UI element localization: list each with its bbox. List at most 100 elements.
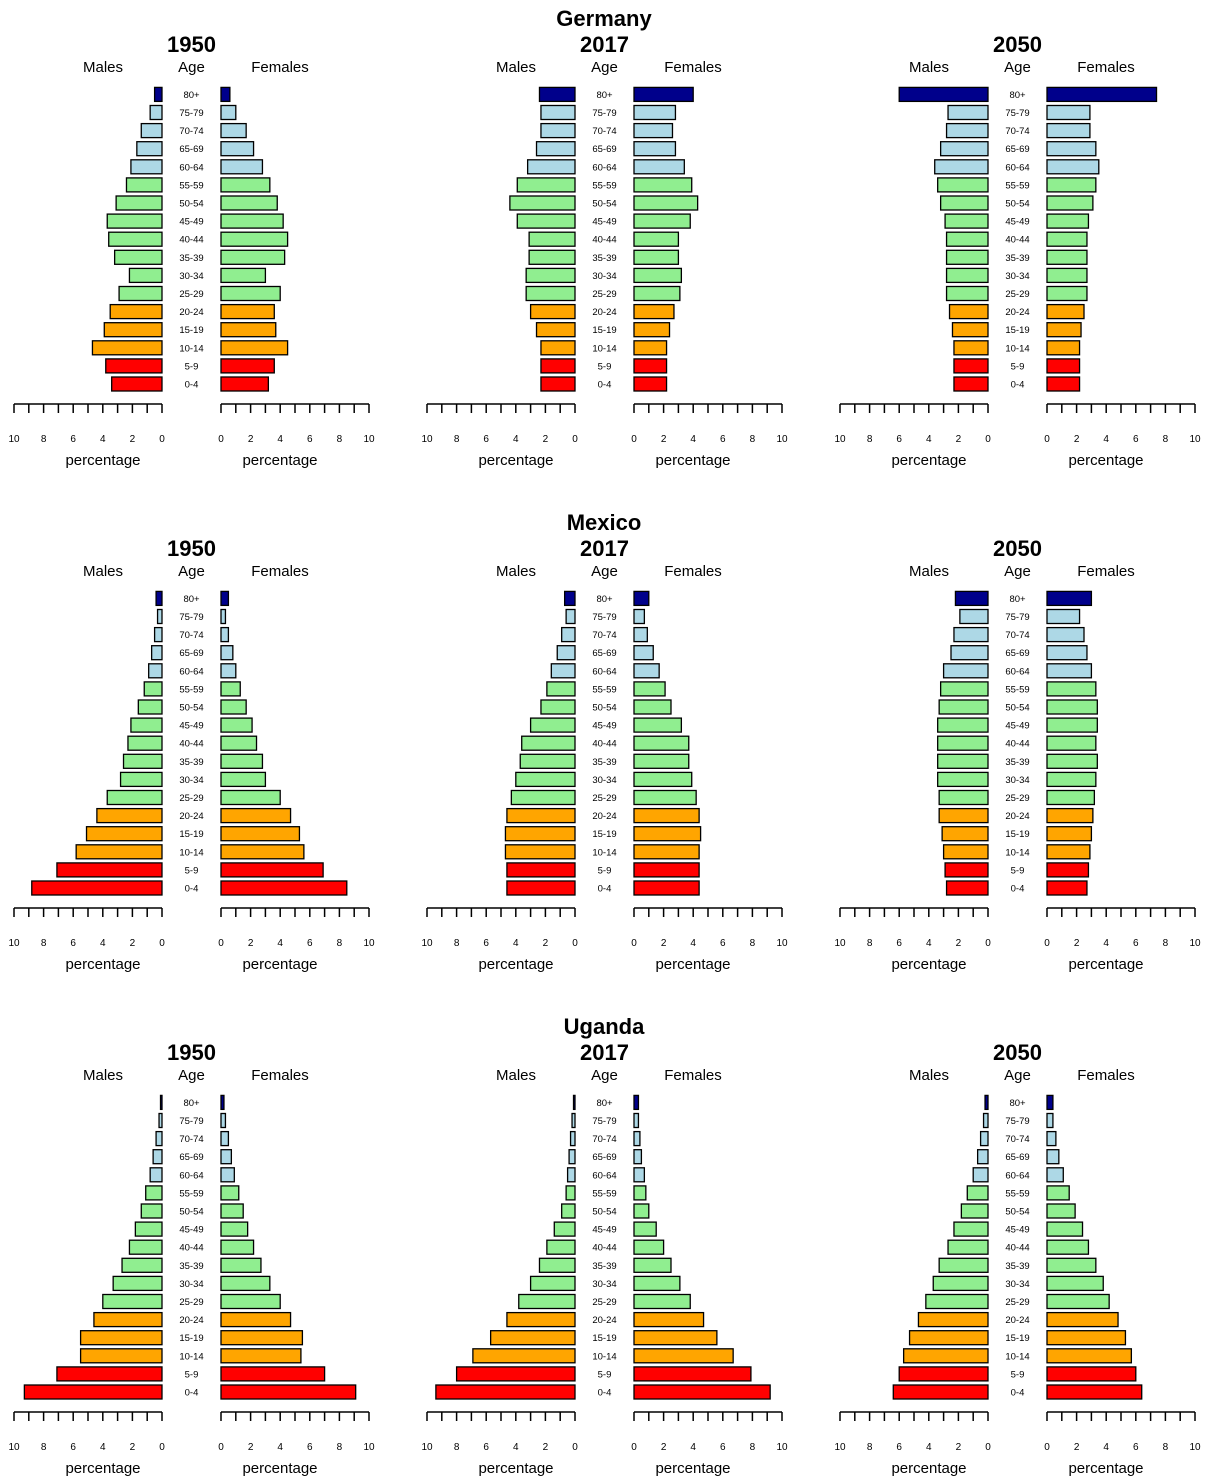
age-label: 45-49 <box>1005 721 1029 732</box>
year-title: 1950 <box>167 536 216 561</box>
male-bar-45-49 <box>953 1221 989 1237</box>
male-bar-55-59 <box>125 177 163 193</box>
age-label: 80+ <box>183 90 200 101</box>
males-tick-label: 0 <box>159 1442 165 1453</box>
female-bar-65-69 <box>220 645 234 661</box>
females-tick-label: 2 <box>661 434 667 445</box>
males-tick-label: 8 <box>867 434 873 445</box>
age-label: 5-9 <box>1011 361 1025 372</box>
males-tick-label: 0 <box>572 938 578 949</box>
age-label: 45-49 <box>179 1225 203 1236</box>
age-label: 5-9 <box>185 361 199 372</box>
age-label: 0-4 <box>1011 1388 1025 1399</box>
males-tick-label: 8 <box>41 938 47 949</box>
female-bar-55-59 <box>220 1185 240 1201</box>
age-label: 0-4 <box>185 380 199 391</box>
year-title: 2050 <box>993 1040 1042 1065</box>
male-bar-50-54 <box>938 699 989 715</box>
age-label: 15-19 <box>592 829 616 840</box>
females-tick-label: 2 <box>661 938 667 949</box>
females-tick-label: 6 <box>1133 938 1139 949</box>
male-bar-15-19 <box>908 1330 989 1346</box>
female-bar-55-59 <box>633 177 693 193</box>
age-label: 40-44 <box>179 235 203 246</box>
male-bar-10-14 <box>953 340 989 356</box>
year-title: 2017 <box>580 536 629 561</box>
males-header: Males <box>496 59 536 76</box>
age-label: 40-44 <box>592 1243 616 1254</box>
male-bar-30-34 <box>112 1275 163 1292</box>
female-bar-50-54 <box>633 195 699 211</box>
age-label: 10-14 <box>1005 343 1029 354</box>
age-label: 0-4 <box>598 380 612 391</box>
age-label: 30-34 <box>592 1279 616 1290</box>
age-label: 60-64 <box>592 1170 616 1181</box>
age-label: 60-64 <box>1005 1170 1029 1181</box>
males-tick-label: 4 <box>926 434 932 445</box>
male-bar-30-34 <box>525 267 576 284</box>
female-bar-20-24 <box>1046 1311 1119 1328</box>
females-tick-label: 10 <box>1189 938 1201 949</box>
females-tick-label: 2 <box>248 1442 254 1453</box>
age-label: 0-4 <box>185 884 199 895</box>
female-bar-60-64 <box>1046 159 1100 175</box>
female-bar-60-64 <box>1046 1167 1064 1183</box>
age-label: 20-24 <box>592 811 616 822</box>
males-tick-label: 2 <box>956 938 962 949</box>
males-tick-label: 4 <box>513 938 519 949</box>
age-label: 65-69 <box>179 1152 203 1163</box>
pyramid-panel-2050: 2050 Males Age Females 0-4 5-9 10-14 15-19 20-24… <box>834 536 1201 973</box>
females-tick-label: 0 <box>631 1442 637 1453</box>
country-block-uganda: Uganda 1950 Males Age Females 0-4 5-9 10-14 15-1… <box>8 1014 1201 1477</box>
age-label: 55-59 <box>592 1188 616 1199</box>
age-label: 30-34 <box>179 271 203 282</box>
males-tick-label: 6 <box>896 1442 902 1453</box>
age-label: 40-44 <box>1005 1243 1029 1254</box>
age-label: 80+ <box>1009 594 1026 605</box>
age-label: 75-79 <box>1005 612 1029 623</box>
females-tick-label: 10 <box>776 434 788 445</box>
year-title: 2017 <box>580 32 629 57</box>
age-label: 75-79 <box>179 1116 203 1127</box>
age-label: 35-39 <box>179 1261 203 1272</box>
females-header: Females <box>1077 1067 1135 1084</box>
age-label: 0-4 <box>185 1388 199 1399</box>
female-bar-0-4 <box>633 880 700 896</box>
female-bar-30-34 <box>633 1275 681 1292</box>
age-header: Age <box>1004 59 1031 76</box>
females-tick-label: 6 <box>307 434 313 445</box>
age-label: 50-54 <box>1005 199 1029 210</box>
male-bar-60-64 <box>149 1167 163 1183</box>
age-label: 15-19 <box>1005 829 1029 840</box>
male-bar-60-64 <box>148 663 163 679</box>
male-bar-75-79 <box>540 104 576 121</box>
males-tick-label: 8 <box>454 938 460 949</box>
age-label: 15-19 <box>179 829 203 840</box>
age-label: 10-14 <box>592 1351 616 1362</box>
age-label: 35-39 <box>179 757 203 768</box>
country-title: Germany <box>556 6 652 31</box>
age-label: 20-24 <box>592 1315 616 1326</box>
female-bar-60-64 <box>633 663 660 679</box>
females-tick-label: 8 <box>750 1442 756 1453</box>
male-bar-60-64 <box>550 663 576 679</box>
male-bar-70-74 <box>953 626 989 643</box>
males-tick-label: 4 <box>926 1442 932 1453</box>
male-bar-65-69 <box>950 645 989 661</box>
male-bar-25-29 <box>118 285 163 302</box>
male-bar-60-64 <box>526 159 576 175</box>
age-label: 60-64 <box>1005 666 1029 677</box>
age-label: 50-54 <box>179 1207 203 1218</box>
pyramid-panel-2050: 2050 Males Age Females 0-4 5-9 10-14 15-19 20-24… <box>834 32 1201 469</box>
female-bar-65-69 <box>633 1149 643 1165</box>
females-x-axis-label: percentage <box>1068 1460 1143 1477</box>
age-label: 25-29 <box>179 1297 203 1308</box>
male-bar-35-39 <box>945 249 989 265</box>
female-bar-0-4 <box>633 1384 771 1400</box>
age-label: 5-9 <box>1011 1369 1025 1380</box>
age-label: 65-69 <box>179 144 203 155</box>
male-bar-5-9 <box>898 1366 989 1382</box>
male-bar-20-24 <box>529 303 576 320</box>
age-label: 55-59 <box>592 684 616 695</box>
male-bar-20-24 <box>96 807 163 824</box>
